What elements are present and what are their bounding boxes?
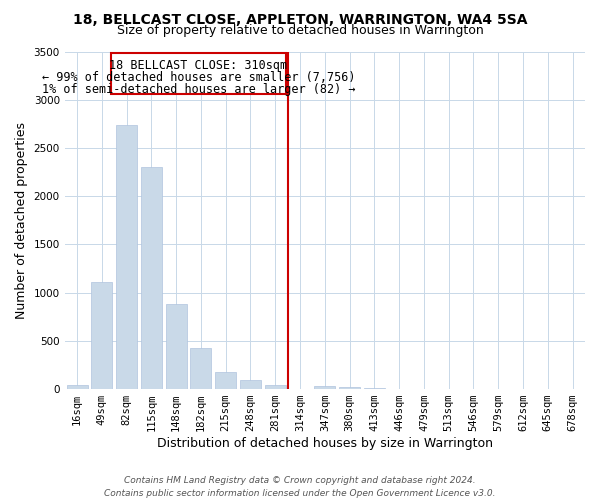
Bar <box>339 387 360 389</box>
Bar <box>190 348 211 389</box>
Text: ← 99% of detached houses are smaller (7,756): ← 99% of detached houses are smaller (7,… <box>42 72 355 85</box>
Bar <box>166 304 187 389</box>
Text: Size of property relative to detached houses in Warrington: Size of property relative to detached ho… <box>116 24 484 37</box>
Text: 18, BELLCAST CLOSE, APPLETON, WARRINGTON, WA4 5SA: 18, BELLCAST CLOSE, APPLETON, WARRINGTON… <box>73 12 527 26</box>
Bar <box>314 386 335 389</box>
Bar <box>91 282 112 389</box>
Bar <box>240 380 261 389</box>
Bar <box>364 388 385 389</box>
X-axis label: Distribution of detached houses by size in Warrington: Distribution of detached houses by size … <box>157 437 493 450</box>
Text: 1% of semi-detached houses are larger (82) →: 1% of semi-detached houses are larger (8… <box>42 84 355 96</box>
Bar <box>110 54 286 94</box>
Text: 18 BELLCAST CLOSE: 310sqm: 18 BELLCAST CLOSE: 310sqm <box>109 58 287 71</box>
Bar <box>141 167 162 389</box>
Bar <box>265 385 286 389</box>
Bar <box>67 384 88 389</box>
Bar <box>116 125 137 389</box>
Y-axis label: Number of detached properties: Number of detached properties <box>15 122 28 319</box>
Bar <box>215 372 236 389</box>
Text: Contains HM Land Registry data © Crown copyright and database right 2024.
Contai: Contains HM Land Registry data © Crown c… <box>104 476 496 498</box>
